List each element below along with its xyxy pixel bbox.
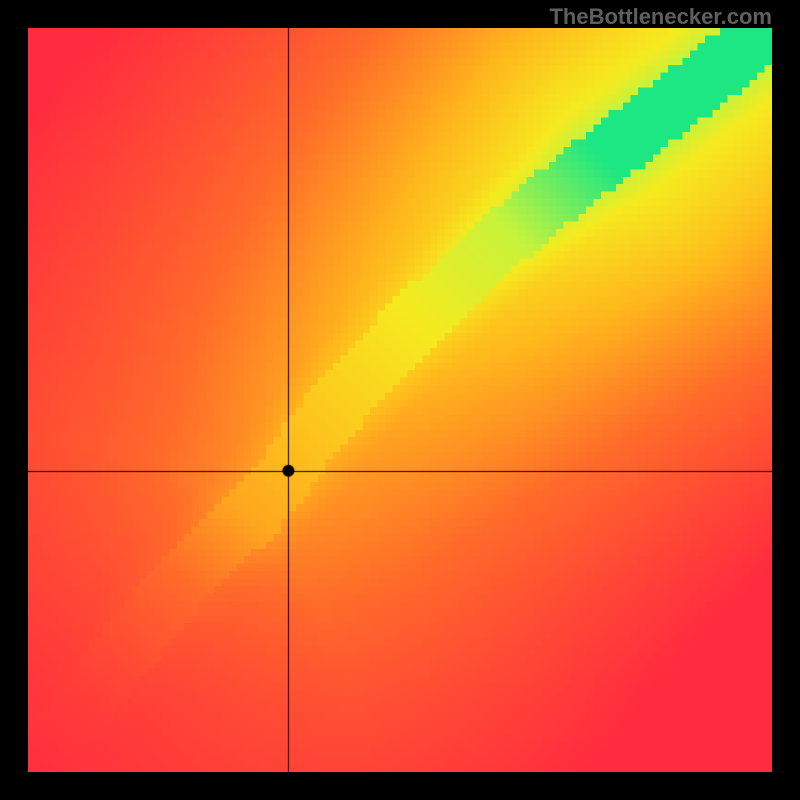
plot-area [28,28,772,772]
chart-container: { "chart": { "type": "heatmap", "source_… [0,0,800,800]
watermark-label: TheBottlenecker.com [549,4,772,30]
bottleneck-heatmap [28,28,772,772]
